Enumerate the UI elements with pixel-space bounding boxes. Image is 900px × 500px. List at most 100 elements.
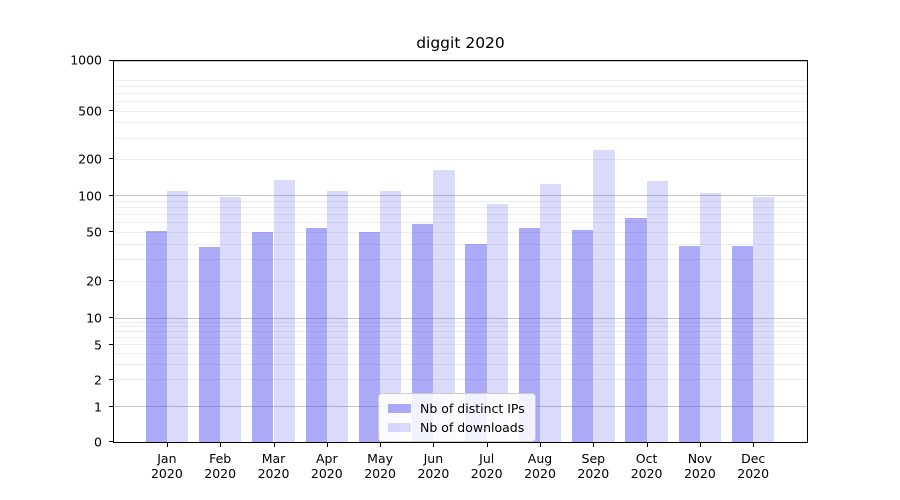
bar-feb-ips — [198, 246, 221, 442]
bar-may-ips — [358, 232, 381, 442]
minor-gridline — [114, 222, 807, 224]
minor-gridline — [114, 213, 807, 215]
minor-gridline — [114, 158, 807, 160]
bar-dec-ips — [731, 245, 754, 442]
x-tick-mark — [540, 443, 541, 447]
bar-apr-ips — [305, 228, 327, 442]
minor-gridline — [114, 101, 807, 103]
y-tick-mark — [109, 231, 113, 233]
y-tick-label: 20 — [86, 273, 102, 289]
y-tick-mark — [109, 343, 113, 345]
bar-mar-ips — [252, 232, 274, 442]
major-gridline — [114, 195, 807, 196]
bar-jul-downloads — [486, 203, 508, 442]
minor-gridline — [114, 331, 807, 333]
x-tick-label-aug: Aug 2020 — [524, 451, 556, 481]
minor-gridline — [114, 137, 807, 139]
y-tick-label: 0 — [94, 434, 102, 450]
y-tick-mark — [109, 194, 113, 196]
legend: Nb of distinct IPs Nb of downloads — [378, 393, 536, 442]
x-tick-mark — [380, 443, 382, 447]
bar-feb-downloads — [220, 196, 242, 442]
y-tick-label: 200 — [78, 151, 102, 167]
minor-gridline — [114, 200, 807, 202]
bar-sep-ips — [572, 230, 594, 442]
y-tick-mark — [109, 158, 113, 160]
x-tick-label-sep: Sep 2020 — [577, 451, 610, 481]
minor-gridline — [114, 363, 807, 365]
x-tick-mark — [646, 443, 648, 447]
x-tick-mark — [433, 443, 435, 447]
minor-gridline — [114, 344, 807, 346]
y-tick-mark — [109, 405, 113, 407]
x-tick-mark — [486, 443, 488, 447]
x-tick-label-oct: Oct 2020 — [630, 451, 663, 481]
legend-label-distinct-ips: Nb of distinct IPs — [420, 400, 525, 416]
minor-gridline — [114, 352, 807, 354]
y-tick-label: 1000 — [70, 52, 102, 68]
x-axis: Jan 2020 Feb 2020 Mar 2020 Apr 2020 May 2020 Jun 20… — [113, 443, 808, 498]
y-tick-mark — [109, 60, 113, 61]
legend-item-downloads: Nb of downloads — [388, 419, 525, 435]
x-tick-mark — [273, 443, 275, 447]
bar-mar-downloads — [273, 180, 295, 442]
x-tick-label-may: May 2020 — [364, 451, 396, 481]
bar-nov-ips — [678, 245, 700, 442]
y-tick-mark — [109, 441, 113, 442]
bar-oct-downloads — [646, 181, 668, 442]
minor-gridline — [114, 259, 807, 261]
bar-apr-downloads — [326, 190, 349, 442]
minor-gridline — [114, 206, 807, 208]
x-tick-mark — [166, 443, 168, 447]
legend-swatch-distinct-ips — [388, 403, 411, 413]
major-gridline — [114, 317, 807, 319]
y-tick-label: 10 — [86, 310, 102, 326]
chart-title: diggit 2020 — [416, 34, 505, 52]
bar-jun-downloads — [433, 169, 455, 442]
minor-gridline — [114, 86, 807, 88]
bar-may-downloads — [380, 190, 402, 442]
x-tick-label-dec: Dec 2020 — [737, 451, 770, 481]
x-tick-label-jul: Jul 2020 — [470, 451, 503, 481]
minor-gridline — [114, 326, 807, 328]
y-tick-label: 50 — [86, 224, 102, 240]
minor-gridline — [114, 379, 807, 381]
bar-oct-ips — [625, 217, 647, 442]
legend-swatch-downloads — [388, 422, 411, 432]
minor-gridline — [114, 321, 807, 323]
y-tick-label: 2 — [94, 372, 102, 388]
bar-jul-ips — [465, 244, 487, 442]
y-tick-label: 5 — [94, 337, 102, 353]
x-tick-mark — [220, 443, 222, 447]
bar-nov-downloads — [699, 193, 722, 442]
bar-jan-ips — [145, 231, 167, 442]
minor-gridline — [114, 110, 807, 112]
minor-gridline — [114, 122, 807, 124]
y-axis: 0 1 2 5 10 20 50 100 200 500 1000 — [0, 53, 113, 450]
y-tick-mark — [109, 110, 113, 112]
legend-label-downloads: Nb of downloads — [420, 419, 525, 435]
x-tick-mark — [593, 443, 595, 447]
bar-jan-downloads — [166, 190, 189, 442]
x-tick-mark — [699, 443, 701, 447]
x-tick-label-apr: Apr 2020 — [310, 451, 343, 481]
y-tick-label: 100 — [78, 188, 102, 203]
minor-gridline — [114, 243, 807, 245]
minor-gridline — [114, 93, 807, 95]
minor-gridline — [114, 280, 807, 282]
y-tick-mark — [109, 378, 113, 380]
major-gridline — [114, 61, 807, 62]
bar-jun-ips — [412, 224, 434, 442]
x-tick-label-jan: Jan 2020 — [150, 451, 183, 481]
x-tick-label-mar: Mar 2020 — [257, 451, 290, 481]
y-tick-mark — [109, 280, 113, 282]
y-tick-label: 1 — [94, 399, 102, 414]
minor-gridline — [114, 231, 807, 233]
y-tick-mark — [109, 317, 113, 318]
x-tick-label-feb: Feb 2020 — [204, 451, 237, 481]
y-tick-label: 500 — [78, 103, 102, 119]
bar-aug-ips — [518, 228, 540, 442]
x-tick-label-nov: Nov 2020 — [683, 451, 716, 481]
x-tick-mark — [753, 443, 755, 447]
